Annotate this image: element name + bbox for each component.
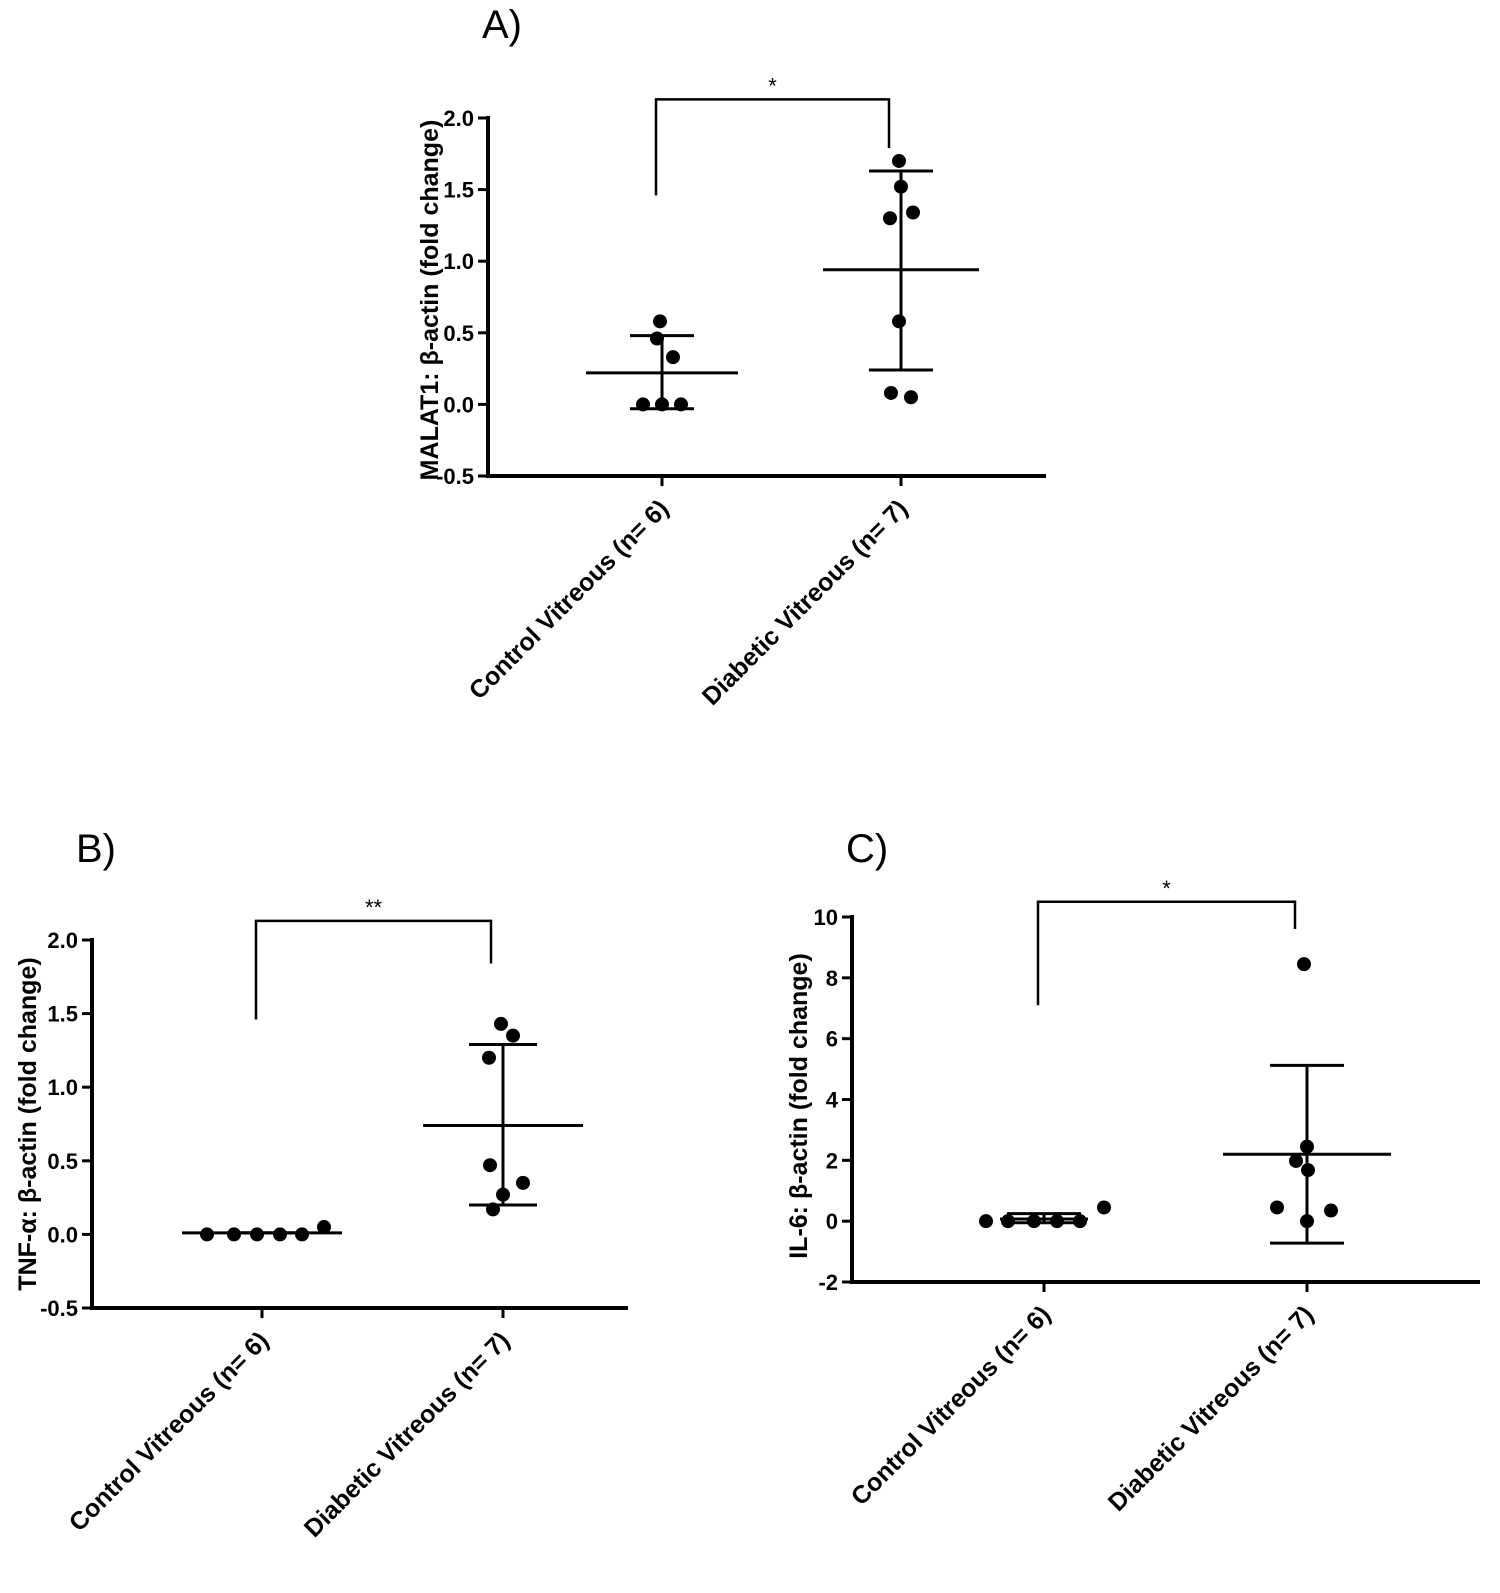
data-point [482, 1050, 496, 1065]
data-point [1027, 1214, 1041, 1229]
data-point [295, 1227, 309, 1242]
x-category-label: Control Vitreous (n= 6) [846, 1300, 1057, 1511]
y-tick-label: 2.0 [443, 106, 474, 131]
data-point [1050, 1214, 1064, 1229]
data-point [636, 397, 650, 412]
data-point [653, 314, 667, 329]
data-point [666, 350, 680, 365]
panel-a: A) MALAT1: β-actin (fold change)2.0 1.5 1.0… [416, 3, 1046, 711]
x-category-label: Control Vitreous (n= 6) [64, 1326, 275, 1537]
y-axis-title: IL-6: β-actin (fold change) [785, 953, 813, 1259]
data-point [655, 397, 669, 412]
data-point [227, 1227, 241, 1242]
y-tick-label: 4 [826, 1088, 839, 1113]
y-tick-label: 10 [814, 905, 838, 930]
y-tick-label: -0.5 [436, 464, 474, 489]
data-point [883, 211, 897, 226]
significance-label: * [1162, 876, 1171, 901]
data-point [1097, 1200, 1111, 1215]
data-point [200, 1227, 214, 1242]
data-point [1073, 1214, 1087, 1229]
data-point [250, 1227, 264, 1242]
y-tick-label: -2 [818, 1270, 838, 1295]
data-point [494, 1016, 508, 1031]
data-point [1301, 1163, 1315, 1178]
data-point [1300, 1214, 1314, 1229]
data-point [516, 1175, 530, 1190]
y-axis-title: MALAT1: β-actin (fold change) [416, 120, 444, 481]
data-point [674, 397, 688, 412]
y-axis-title: TNF-α: β-actin (fold change) [14, 957, 42, 1290]
data-point [1297, 957, 1311, 972]
y-tick-label: 2 [826, 1148, 838, 1173]
data-point [1001, 1214, 1015, 1229]
data-point [1289, 1153, 1303, 1168]
data-point [1300, 1139, 1314, 1154]
significance-label: ** [365, 895, 383, 920]
y-tick-label: -0.5 [40, 1296, 78, 1321]
y-tick-label: 1.0 [443, 249, 474, 274]
panel-label: A) [482, 3, 522, 47]
x-category-label: Diabetic Vitreous (n= 7) [299, 1326, 515, 1542]
data-point [892, 314, 906, 329]
significance-bracket [1036, 900, 1297, 1006]
data-point [884, 385, 898, 400]
y-tick-label: 1.5 [443, 178, 474, 203]
data-point [979, 1214, 993, 1229]
significance-bracket [254, 919, 493, 1020]
y-tick-label: 0.0 [443, 392, 474, 417]
panel-label: B) [76, 827, 116, 871]
y-tick-label: 6 [826, 1027, 838, 1052]
data-point [650, 331, 664, 346]
data-point [1270, 1200, 1284, 1215]
data-point [486, 1202, 500, 1217]
x-category-label: Diabetic Vitreous (n= 7) [697, 494, 913, 710]
x-category-label: Control Vitreous (n= 6) [464, 494, 675, 705]
y-tick-label: 1.0 [47, 1075, 78, 1100]
y-tick-label: 2.0 [47, 928, 78, 953]
data-point [894, 179, 908, 194]
y-tick-label: 0.5 [443, 321, 474, 346]
data-point [273, 1227, 287, 1242]
x-category-label: Diabetic Vitreous (n= 7) [1103, 1300, 1319, 1516]
panel-b: B) TNF-α: β-actin (fold change)2.0 1.5 1.0 0… [14, 827, 628, 1543]
panel-c: C) IL-6: β-actin (fold change)10 8 6 4 2 0 -2 Co… [785, 827, 1480, 1517]
significance-bracket [654, 98, 891, 196]
y-tick-label: 8 [826, 966, 838, 991]
data-point [483, 1158, 497, 1173]
data-point [506, 1028, 520, 1043]
y-tick-label: 1.5 [47, 1002, 78, 1027]
data-point [904, 390, 918, 405]
data-point [317, 1220, 331, 1235]
data-point [906, 205, 920, 220]
y-tick-label: 0 [826, 1209, 838, 1234]
data-point [892, 153, 906, 168]
data-point [496, 1187, 510, 1202]
y-tick-label: 0.5 [47, 1149, 78, 1174]
panel-label: C) [846, 827, 888, 871]
data-point [1324, 1203, 1338, 1218]
significance-label: * [768, 73, 777, 98]
y-tick-label: 0.0 [47, 1222, 78, 1247]
